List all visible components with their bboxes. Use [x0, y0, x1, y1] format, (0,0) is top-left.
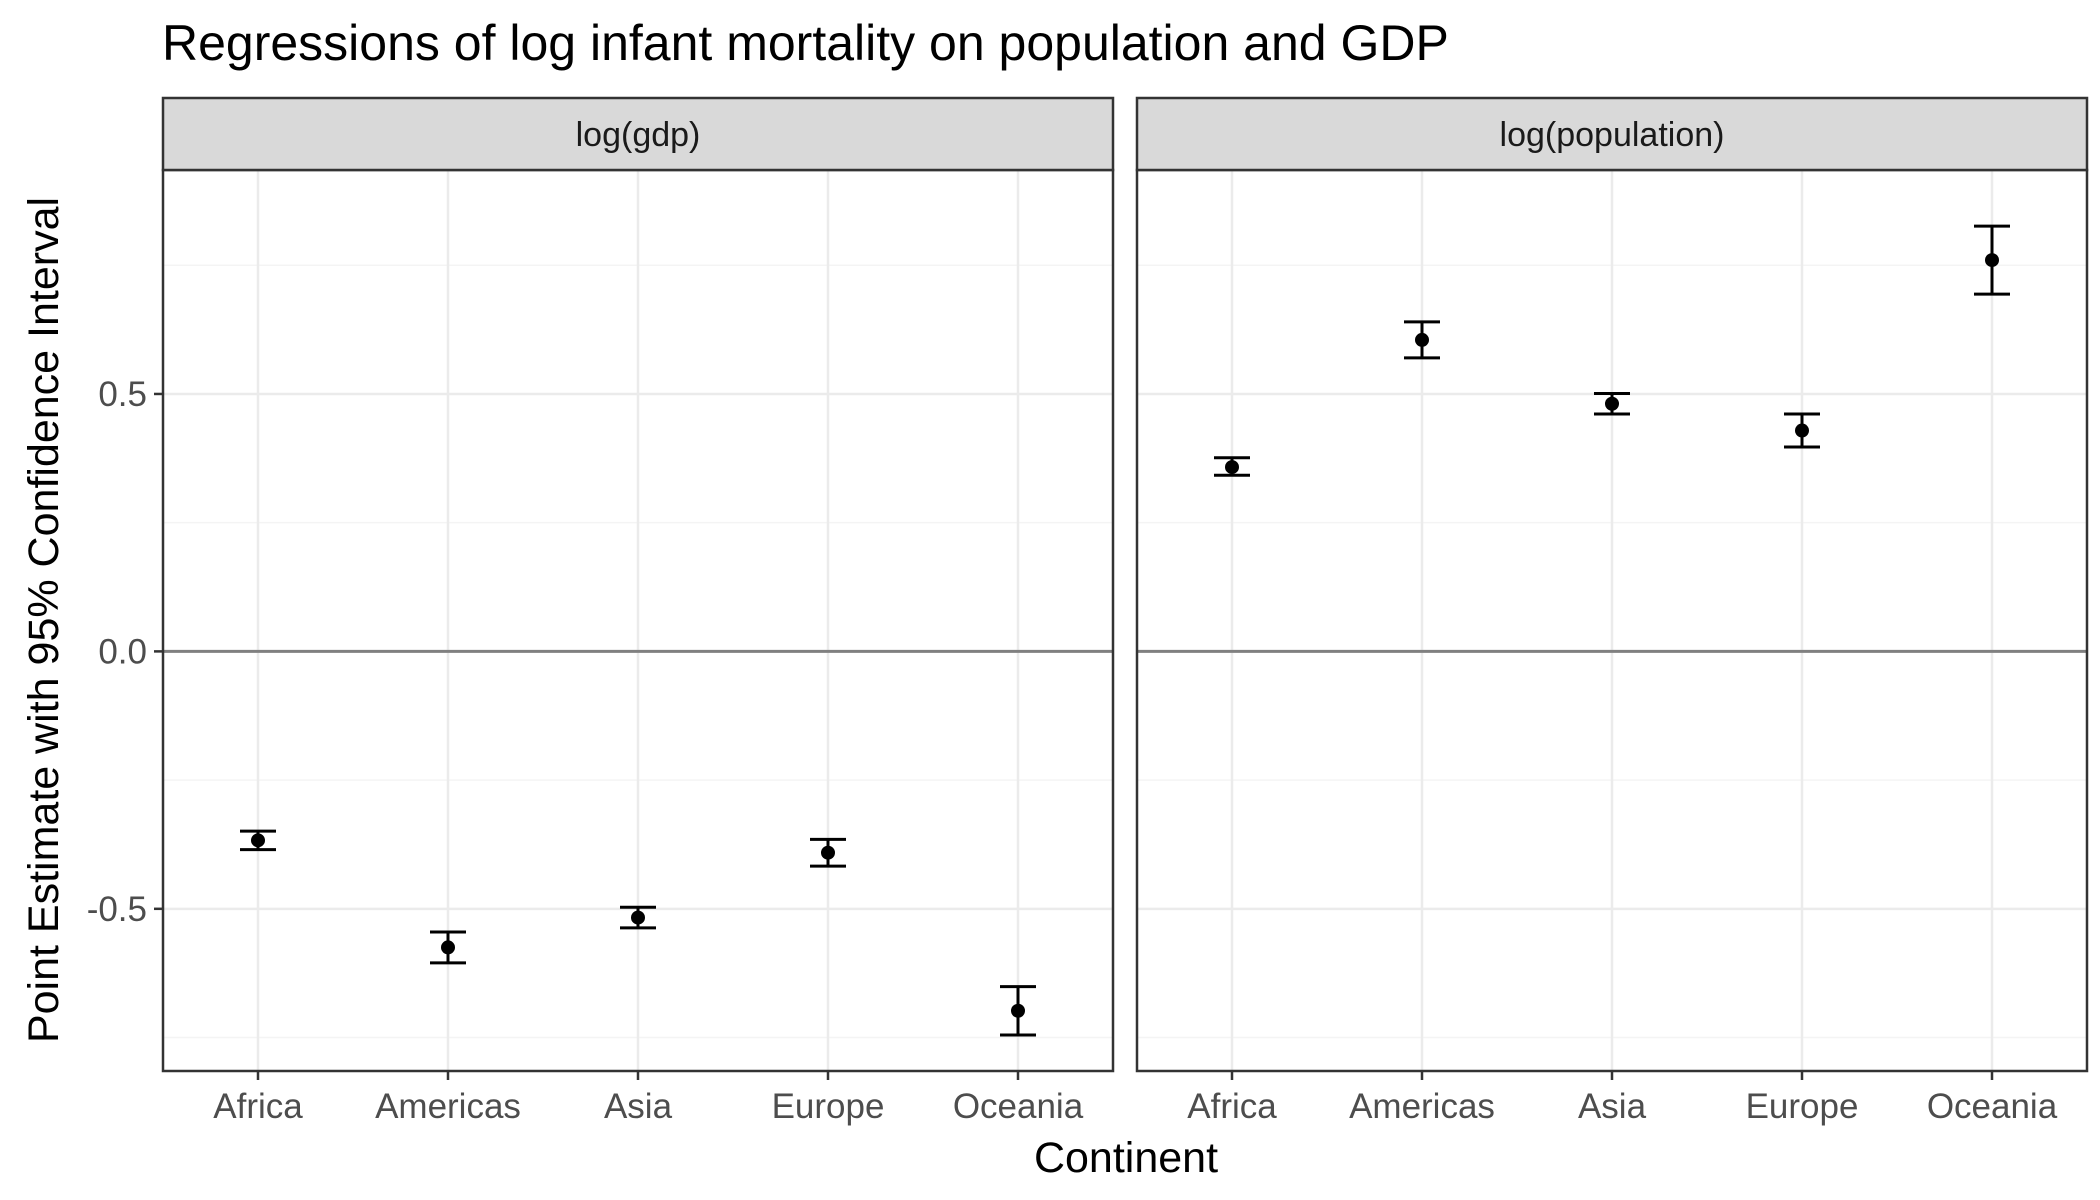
y-tick-label: 0.0: [98, 632, 147, 671]
point-americas: [441, 940, 455, 955]
facet-strip-label: log(gdp): [576, 116, 701, 154]
point-europe: [1795, 423, 1809, 438]
x-tick-label: Europe: [1746, 1087, 1859, 1126]
y-tick-label: 0.5: [98, 375, 147, 414]
point-asia: [631, 910, 645, 925]
panel-2: log(population) Africa Americas Asia Europe O…: [1135, 96, 2089, 1126]
facet-strip-label: log(population): [1500, 116, 1725, 154]
x-tick-label: Americas: [375, 1087, 521, 1126]
point-africa: [1225, 460, 1239, 475]
y-tick-label: -0.5: [87, 890, 147, 929]
facet-strip: [161, 96, 1115, 172]
chart-title: Regressions of log infant mortality on p…: [162, 15, 1449, 71]
x-tick-label: Europe: [772, 1087, 885, 1126]
point-europe: [821, 845, 835, 860]
x-tick-label: Oceania: [1927, 1087, 2058, 1126]
x-tick-label: Americas: [1349, 1087, 1495, 1126]
x-tick-label: Asia: [1578, 1087, 1647, 1126]
x-tick-label: Africa: [1187, 1087, 1277, 1126]
point-oceania: [1011, 1003, 1025, 1018]
point-africa: [251, 833, 265, 848]
x-axis-title: Continent: [1034, 1134, 1218, 1182]
x-tick-label: Africa: [213, 1087, 303, 1126]
panels: log(gdp) Africa Americas Asia Europe Oceania -…: [87, 96, 2089, 1126]
x-tick-label: Asia: [604, 1087, 673, 1126]
facet-strip: [1135, 96, 2089, 172]
y-axis-title: Point Estimate with 95% Confidence Inter…: [20, 197, 68, 1043]
point-asia: [1605, 396, 1619, 411]
x-tick-label: Oceania: [953, 1087, 1084, 1126]
point-americas: [1415, 332, 1429, 347]
point-oceania: [1985, 253, 1999, 268]
panel-1: log(gdp) Africa Americas Asia Europe Oceania -…: [87, 96, 1115, 1126]
